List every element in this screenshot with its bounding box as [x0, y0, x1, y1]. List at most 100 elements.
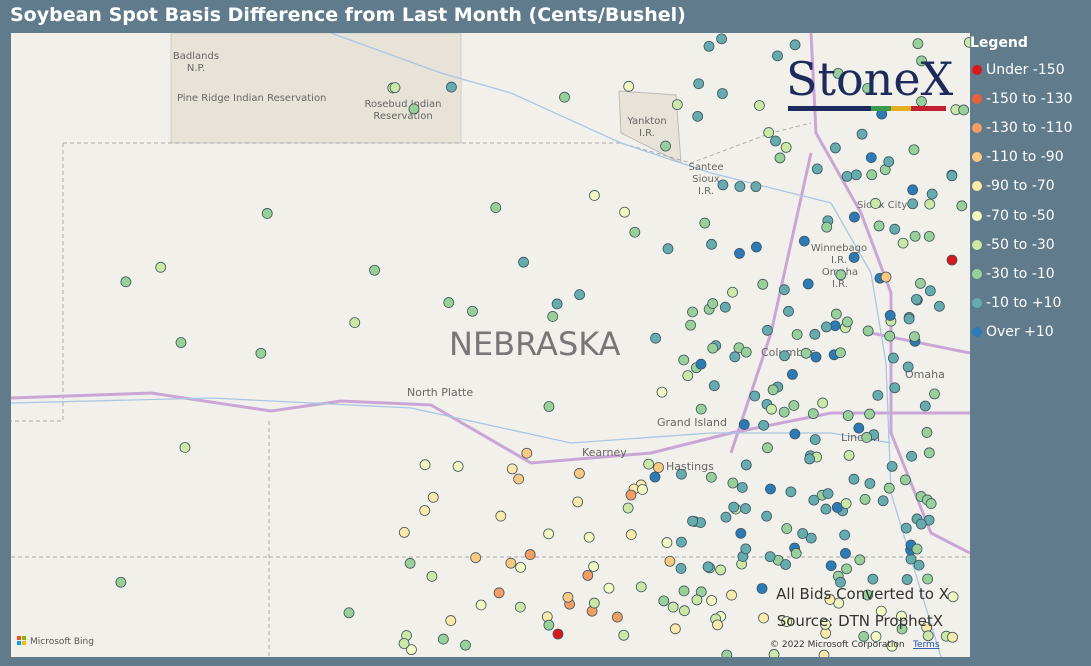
bid-dot[interactable]	[840, 547, 851, 559]
bid-dot[interactable]	[870, 198, 881, 209]
bid-dot[interactable]	[804, 453, 816, 465]
legend-item[interactable]: -150 to -130	[970, 84, 1073, 113]
bid-dot[interactable]	[818, 649, 830, 657]
bid-dot[interactable]	[637, 484, 648, 495]
legend-item[interactable]: -70 to -50	[970, 201, 1073, 230]
bid-dot[interactable]	[843, 449, 855, 461]
bid-dot[interactable]	[872, 389, 884, 401]
bid-dot[interactable]	[706, 238, 717, 250]
bid-dot[interactable]	[811, 163, 823, 175]
bid-dot[interactable]	[729, 351, 741, 363]
bid-dot[interactable]	[716, 33, 728, 45]
bid-dot[interactable]	[805, 532, 817, 544]
bid-dot[interactable]	[706, 595, 718, 606]
bid-dot[interactable]	[925, 498, 937, 509]
bid-dot[interactable]	[765, 483, 776, 495]
bid-dot[interactable]	[839, 529, 851, 541]
bid-dot[interactable]	[821, 321, 832, 333]
bid-dot[interactable]	[667, 601, 679, 613]
legend-item[interactable]: -130 to -110	[970, 113, 1073, 142]
bid-dot[interactable]	[947, 591, 959, 603]
bid-dot[interactable]	[622, 502, 634, 514]
bid-dot[interactable]	[702, 561, 714, 573]
bid-dot[interactable]	[470, 552, 482, 564]
bid-dot[interactable]	[884, 330, 896, 342]
bid-dot[interactable]	[924, 198, 936, 210]
bid-dot[interactable]	[495, 510, 507, 522]
bid-dot[interactable]	[889, 223, 901, 235]
bid-dot[interactable]	[175, 337, 187, 348]
bid-dot[interactable]	[676, 536, 687, 548]
bid-dot[interactable]	[572, 496, 584, 508]
bid-dot[interactable]	[897, 237, 909, 249]
bid-dot[interactable]	[821, 221, 833, 233]
bid-dot[interactable]	[404, 557, 416, 569]
bid-dot[interactable]	[762, 442, 773, 454]
bid-dot[interactable]	[820, 503, 832, 515]
bid-dot[interactable]	[707, 298, 719, 309]
bid-dot[interactable]	[916, 55, 928, 67]
bid-dot[interactable]	[819, 618, 831, 630]
bid-dot[interactable]	[764, 551, 776, 563]
bid-dot[interactable]	[514, 601, 526, 613]
bid-dot[interactable]	[559, 91, 570, 103]
bid-dot[interactable]	[649, 471, 661, 483]
bid-dot[interactable]	[740, 346, 752, 358]
bid-dot[interactable]	[909, 331, 920, 343]
bid-dot[interactable]	[758, 419, 770, 431]
bid-dot[interactable]	[919, 400, 931, 412]
bid-dot[interactable]	[726, 589, 737, 601]
bid-dot[interactable]	[728, 501, 740, 513]
bid-dot[interactable]	[490, 202, 502, 213]
bid-dot[interactable]	[761, 324, 773, 336]
bid-dot[interactable]	[802, 278, 814, 290]
bid-dot[interactable]	[906, 450, 918, 462]
bid-dot[interactable]	[809, 434, 821, 445]
bid-dot[interactable]	[787, 369, 798, 380]
bid-dot[interactable]	[675, 563, 687, 574]
bid-dot[interactable]	[740, 503, 751, 514]
bid-dot[interactable]	[669, 623, 681, 635]
bid-dot[interactable]	[903, 313, 915, 325]
bid-dot[interactable]	[922, 630, 934, 642]
bid-dot[interactable]	[749, 390, 761, 402]
bid-dot[interactable]	[963, 36, 970, 48]
bid-dot[interactable]	[924, 285, 936, 297]
bid-dot[interactable]	[783, 305, 794, 317]
bid-dot[interactable]	[956, 200, 968, 212]
bid-dot[interactable]	[848, 252, 860, 263]
bid-dot[interactable]	[603, 582, 615, 594]
bid-dot[interactable]	[853, 422, 865, 434]
bid-dot[interactable]	[856, 128, 868, 140]
bid-dot[interactable]	[877, 495, 889, 507]
bid-dot[interactable]	[120, 276, 132, 288]
bid-dot[interactable]	[524, 549, 536, 560]
bid-dot[interactable]	[695, 358, 707, 370]
bid-dot[interactable]	[779, 350, 790, 362]
bid-dot[interactable]	[842, 410, 854, 421]
bid-dot[interactable]	[715, 564, 727, 576]
bid-dot[interactable]	[115, 576, 127, 588]
bid-dot[interactable]	[619, 206, 631, 218]
bid-dot[interactable]	[750, 181, 762, 193]
bid-dot[interactable]	[543, 401, 555, 412]
bid-dot[interactable]	[800, 347, 812, 359]
bid-dot[interactable]	[822, 488, 834, 500]
bid-dot[interactable]	[808, 494, 820, 506]
bid-dot[interactable]	[543, 528, 555, 540]
bid-dot[interactable]	[705, 471, 717, 483]
bid-dot[interactable]	[831, 502, 843, 513]
bid-dot[interactable]	[870, 631, 882, 642]
bid-dot[interactable]	[780, 559, 792, 570]
bid-dot[interactable]	[785, 486, 797, 498]
bid-dot[interactable]	[720, 511, 732, 523]
bid-dot[interactable]	[679, 605, 690, 617]
bid-dot[interactable]	[446, 81, 457, 93]
bid-dot[interactable]	[518, 256, 529, 268]
bid-dot[interactable]	[643, 458, 655, 470]
bid-dot[interactable]	[678, 585, 690, 597]
bid-dot[interactable]	[618, 629, 630, 641]
bid-dot[interactable]	[791, 329, 803, 340]
bid-dot[interactable]	[650, 332, 661, 344]
bid-dot[interactable]	[750, 241, 762, 253]
